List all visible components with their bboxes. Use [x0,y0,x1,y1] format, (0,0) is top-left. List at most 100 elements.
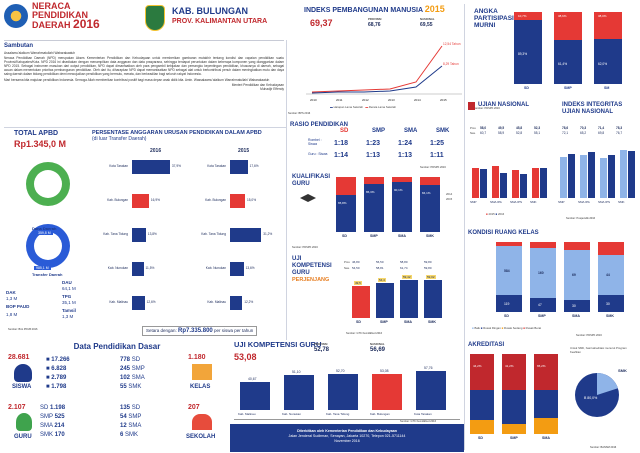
apm-category: SM [604,86,610,90]
ukg-bar-value: 40,67 [248,377,257,382]
header: NERACA PENDIDIKAN DAERAH 2016 KAB. BULUN… [0,0,640,38]
persentase-bar [132,194,149,208]
apbd-title: TOTAL APBD [14,130,59,137]
divider [286,40,287,340]
kualifikasi-bar [420,184,440,232]
ukg-bar-label: Kab. Nunukan [282,412,302,416]
apbd-source: Sumber: Biro PKUB 2016 [8,328,38,331]
group-bar-2015 [532,168,539,198]
akreditasi-chart: 44,2% SD 41,2% SMP 65,2% SMA [468,354,566,444]
akreditasi-source: Sumber: BANSM 2016 [590,446,617,449]
kelas-label: KELAS [190,384,211,390]
kelas-icon [192,364,212,380]
apm-red-label: 38,6% [558,14,567,18]
akreditasi-panel: AKREDITASI 44,2% SD 41,2% SMP 65,2% SMA Untuk… [466,342,638,452]
kondisi-bar-rusak-ringan [598,254,624,296]
guru-block: 2.107 GURU SD 1.198 SMP 525 SMA 214 SMK … [6,404,116,450]
persentase-year-2016: 2016 [150,148,162,154]
persentase-title: PERSENTASE ANGGARAN URUSAN PENDIDIKAN DA… [92,130,262,136]
apbd-tamsil-label: Tamsil [62,308,76,313]
kelas-levels: 778 SD 245 SMP 102 SMA 55 SMK [120,357,145,390]
group-bar-2015 [512,170,519,198]
rasio-rombel-value: 1:25 [430,140,445,147]
ukg-chart: 40,67 Kab. Malinau 51,10 Kab. Nunukan 52,70 K… [234,366,460,420]
ukg-bar-value: 53,08 [380,369,389,374]
rasio-title: RASIO PENDIDIKAN [290,122,349,128]
un-prov-value: 70,3 [580,126,587,130]
kualifikasi-bar [364,183,384,232]
kondisi-bar-rusak-berat [598,242,624,255]
ukg-bar-label: Kab. Malinau [238,412,256,416]
kelas-block: 778 SD 245 SMP 102 SMA 55 SMK 1.180 KELA… [120,354,228,400]
apbd-panel: TOTAL APBD Rp1.345,0 M Dana Daerah 359,8… [4,130,92,340]
kondisi-rr-value: 69 [572,272,576,277]
apm-category: SMP [564,86,572,90]
kemdikbud-logo-icon [4,4,28,28]
persentase-chart-2015: Kota Tarakan 17,6% Kab. Bulungan 15,0% Kab. … [190,156,288,326]
persentase-bar [230,228,262,242]
siswa-label: SISWA [12,384,32,390]
persentase-row-label: Kota Tarakan [109,164,128,168]
akreditasi-belum-value: 41,2% [505,364,514,368]
setara-box: Setara dengan: Rp7.335.800 per siswa per… [142,326,258,336]
kondisi-bar-rusak-berat [530,242,556,248]
ipm-xtick: 2011 [336,98,343,102]
un-prov-value: 78,6 [562,126,569,130]
persentase-bar-value: 16,9% [150,198,160,202]
persentase-bar-value: 37,9% [171,164,181,168]
kualifikasi-bar-value: 86,3% [366,189,375,194]
footer-line3: November 2016 [334,438,360,443]
akreditasi-belum-value: 44,2% [473,364,482,368]
kondisi-baik-value: 30 [606,301,610,306]
footer-line1: Diterbitkan oleh Kementerian Pendidikan … [297,429,397,433]
un-chart: SMP SMA IPA SMA IPS SMK [470,140,554,208]
footer-line2: Jalan Jenderal Sudirman, Senayan, Jakart… [288,433,406,438]
sekolah-block: 135 SD 54 SMP 12 SMA 6 SMK 207 SEKOLAH [120,404,228,450]
apm-blue-label: 62,0% [598,61,608,66]
group-bar-2015 [492,166,499,198]
ipm-value: 69,37 [310,18,333,28]
persentase-bar [230,160,248,174]
apbd-donut [26,162,70,268]
kondisi-legend: ■ Baik ■ Rusak Ringan ■ Rusak Sedang ■ R… [472,326,542,330]
apm-category: SD [524,86,529,90]
akreditasi-category: SD [478,436,483,440]
group-bar-2016 [628,151,635,198]
kondisi-rr-value: 44 [606,272,610,277]
apbd-tamsil-value: 1,3 M [62,314,74,319]
ukgd-bar [400,279,418,318]
rasio-rombel-value: 1:23 [366,140,381,147]
ukg-daerah-chart: 46,80 54,50 49,5 SD 56,50 58,81 54,4 SMP 58,80 61… [352,258,452,330]
sambutan-paragraph1: Neraca Pendidikan Daerah (NPD) merupakan… [4,56,284,76]
guru-label: GURU [14,434,32,440]
dpd-panel: Data Pendidikan Dasar 28.681 SISWA ■ 17.… [4,340,230,450]
header-title-line1: NERACA [32,1,71,11]
siswa-levels: ■ 17.266 ■ 6.828 ■ 2.789 ■ 1.798 [46,357,70,390]
akreditasi-bar-a [502,424,526,434]
ipm-xtick: 2014 [414,98,421,102]
persentase-row-label: Kab. Tana Tidung [103,232,128,236]
kondisi-rr-value: 584 [504,268,510,273]
ukg-provinsi-label: PROVINSI [314,342,328,346]
group-bar-2016 [568,154,575,198]
apm-bar-unreached [594,12,622,40]
ukg-provinsi-value: 52,78 [314,347,330,353]
persentase-row-label: Kab. Tana Tidung [201,232,226,236]
group-bar-category: SMK [618,200,625,204]
apbd-transfer-value: 985,1 M [34,266,51,270]
apbd-transfer-label: Transfer Daerah [32,272,63,277]
iiun-chart: SMP SMA IPA SMA IPS SMK [558,140,636,208]
rasio-col-header: SMA [404,128,418,134]
kualifikasi-panel: KUALIFIKASI GURU 65,8% SD 86,3% SMP 90,1% SMA… [290,172,460,252]
sambutan-greeting: Assalamu'alaikum Warrahmatullahi Wabarak… [4,51,76,55]
rasio-rombel-value: 1:24 [398,140,413,147]
apm-bar-reached [514,19,542,84]
ipm-provinsi-value: 68,76 [368,22,381,28]
ukg-bar-label: Kab. Tana Tidung [326,412,350,416]
persentase-row-label: Kota Tarakan [207,164,226,168]
un-prov-value: 71,4 [598,126,605,130]
group-bar-2015 [600,157,607,198]
iiun-title: INDEKS INTEGRITAS UJIAN NASIONAL [562,102,623,115]
ukgd-category: SMP [380,320,388,324]
ukgd-bar-value: 59,42 [402,274,412,279]
